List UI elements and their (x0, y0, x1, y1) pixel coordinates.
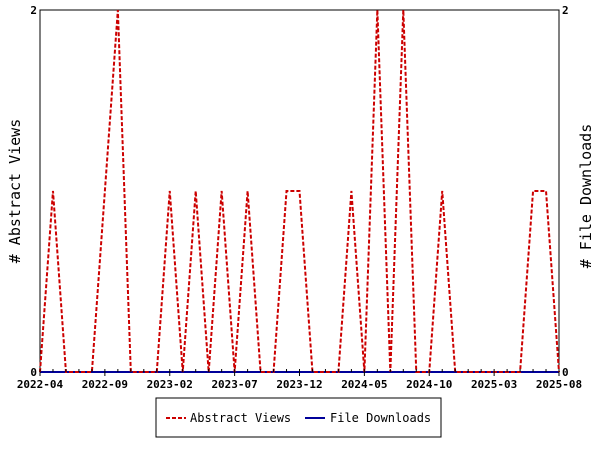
x-tick-label: 2024-05 (341, 378, 387, 391)
x-tick-label: 2023-12 (276, 378, 322, 391)
y-axis-label-right: # File Downloads (577, 124, 595, 269)
y-tick-label-left: 0 (30, 366, 37, 379)
legend-box (155, 397, 442, 438)
y-axis-label-left: # Abstract Views (6, 119, 24, 264)
legend: Abstract Views File Downloads (155, 397, 442, 438)
x-tick-label: 2024-10 (406, 378, 452, 391)
y-tick-label-right: 0 (562, 366, 569, 379)
legend-label-abstract-views: Abstract Views (190, 411, 291, 425)
y-tick-label-right: 2 (562, 4, 569, 17)
x-tick-label: 2025-03 (471, 378, 517, 391)
legend-label-file-downloads: File Downloads (330, 411, 431, 425)
x-tick-label: 2022-09 (82, 378, 128, 391)
series-line-abstract-views (39, 9, 560, 373)
x-tick-label: 2023-07 (211, 378, 257, 391)
y-tick-label-left: 2 (30, 4, 37, 17)
x-tick-label: 2025-08 (536, 378, 582, 391)
ticks-layer: 2022-04 2022-09 2023-02 2023-07 2023-12 2024-… (17, 4, 582, 391)
x-tick-label: 2022-04 (17, 378, 64, 391)
x-tick-label: 2023-02 (147, 378, 193, 391)
